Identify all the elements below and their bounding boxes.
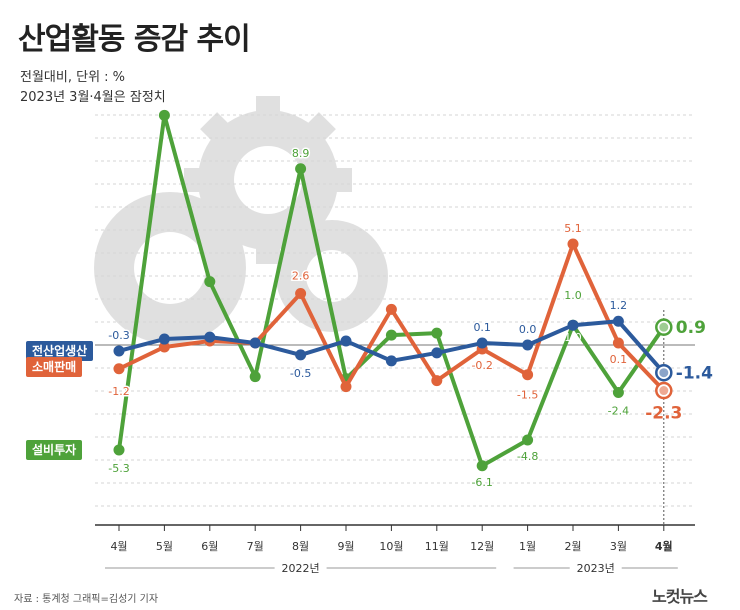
gear-tooth	[304, 112, 336, 144]
data-point	[612, 387, 624, 399]
data-label: 8.9	[292, 147, 310, 160]
x-tick-label: 11월	[425, 540, 449, 553]
brand-logo: 노컷뉴스	[652, 587, 708, 606]
page-title: 산업활동 증감 추이	[18, 22, 251, 57]
data-point	[158, 109, 170, 121]
data-point	[612, 337, 624, 349]
legend-tag-industrial-production: 전산업생산	[26, 340, 94, 361]
end-point	[659, 322, 669, 332]
data-point	[476, 460, 488, 472]
data-point	[204, 331, 216, 343]
x-tick-label: 9월	[337, 540, 354, 553]
data-label: 1.0	[564, 289, 582, 302]
data-point	[113, 444, 125, 456]
gear-tooth	[256, 244, 280, 264]
x-tick-label: 3월	[610, 540, 627, 553]
gear-tooth	[332, 168, 352, 192]
legend-tag-retail-sales: 소매판매	[26, 356, 83, 377]
data-point	[340, 381, 352, 393]
data-point	[158, 333, 170, 345]
data-label: -0.3	[108, 329, 129, 342]
year-group-label: 2022년	[282, 562, 320, 575]
data-point	[204, 276, 216, 288]
gear-tooth	[256, 96, 280, 116]
x-axis: 4월 5월 6월 7월 8월 9월 10월 11월 12월 1월 2월 3월 4월 2022년 2023년	[95, 310, 695, 575]
legend-tag-facility-investment: 설비투자	[26, 439, 83, 460]
data-label: 0.1	[610, 353, 628, 366]
data-point	[249, 371, 261, 383]
data-label: -1.2	[108, 385, 129, 398]
x-tick-label: 5월	[156, 540, 173, 553]
data-label: -0.2	[471, 359, 492, 372]
data-point	[431, 327, 443, 339]
data-point	[431, 375, 443, 387]
data-point	[612, 315, 624, 327]
end-value-label: -1.4	[676, 364, 713, 384]
data-point	[158, 341, 170, 353]
data-label: -2.4	[608, 405, 629, 418]
data-label: -5.3	[108, 462, 129, 475]
data-label-layer: -0.3 -0.5 0.1 0.0 1.2 -1.4 -1.2 2.6 -0.2 -1.5 5.1 0…	[107, 145, 713, 490]
data-point	[522, 434, 534, 446]
end-point	[659, 386, 669, 396]
data-point	[340, 335, 352, 347]
x-tick-label: 8월	[292, 540, 309, 553]
series-layer	[113, 109, 673, 472]
data-label: -4.8	[517, 450, 538, 463]
data-label: 0.0	[519, 323, 537, 336]
data-point	[385, 303, 397, 315]
x-tick-label: 4월	[655, 539, 673, 553]
page-subtitle: 전월대비, 단위 : % 2023년 3월·4월은 잠정치	[20, 70, 166, 105]
x-tick-label: 4월	[110, 540, 127, 553]
x-tick-label: 7월	[247, 540, 264, 553]
data-label: 1.0	[564, 331, 582, 344]
data-label: 0.1	[473, 321, 491, 334]
data-point	[567, 319, 579, 331]
data-point	[476, 337, 488, 349]
grid-lines	[95, 114, 695, 507]
data-point	[113, 363, 125, 375]
data-label: 5.1	[564, 222, 582, 235]
gear-tooth	[200, 216, 232, 248]
data-label: -0.5	[290, 367, 311, 380]
x-tick-label: 1월	[519, 540, 536, 553]
source-note: 자료 : 통계청 그래픽=김성기 기자	[14, 594, 159, 605]
gear-tooth	[304, 216, 336, 248]
gear-tooth	[184, 168, 204, 192]
data-point	[295, 288, 307, 300]
end-point	[659, 368, 669, 378]
x-tick-label: 12월	[470, 540, 494, 553]
data-point	[113, 345, 125, 357]
end-value-label: 0.9	[676, 318, 706, 338]
data-label: -6.1	[471, 476, 492, 489]
year-group-label: 2023년	[577, 562, 615, 575]
end-value-label: -2.3	[645, 404, 682, 424]
data-point	[295, 163, 307, 175]
data-point	[431, 347, 443, 359]
data-point	[522, 369, 534, 381]
data-point	[385, 329, 397, 341]
x-tick-label: 6월	[201, 540, 218, 553]
data-point	[295, 349, 307, 361]
data-point	[567, 238, 579, 250]
x-tick-label: 10월	[379, 540, 403, 553]
data-point	[385, 355, 397, 367]
x-tick-label: 2월	[564, 540, 581, 553]
data-label: 1.2	[610, 299, 628, 312]
data-label: 2.6	[292, 270, 310, 283]
data-point	[249, 337, 261, 349]
gear-decoration-icon	[94, 96, 388, 344]
gear-tooth	[200, 112, 232, 144]
data-label: -1.5	[517, 389, 538, 402]
data-point	[522, 339, 534, 351]
